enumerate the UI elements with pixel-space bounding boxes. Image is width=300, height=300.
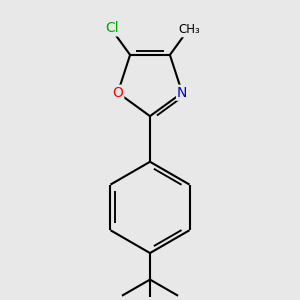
Text: CH₃: CH₃ <box>179 23 200 36</box>
Text: N: N <box>177 86 188 100</box>
Text: O: O <box>112 86 123 100</box>
Text: Cl: Cl <box>105 21 119 35</box>
